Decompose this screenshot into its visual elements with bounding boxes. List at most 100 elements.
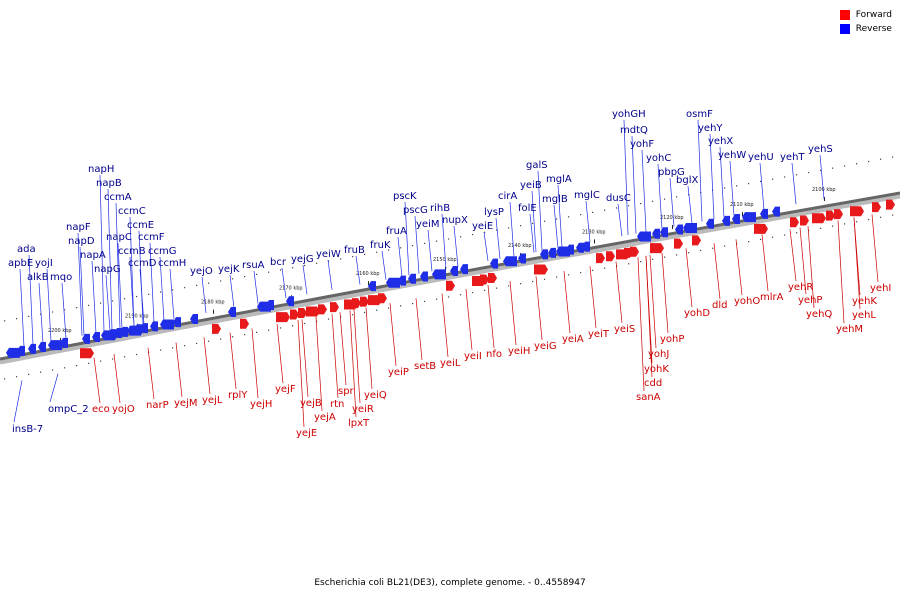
scale-dot bbox=[412, 245, 414, 247]
scale-dot bbox=[208, 340, 210, 342]
forward-gene-label: narP bbox=[146, 400, 169, 411]
scale-dot bbox=[472, 233, 474, 236]
scale-dot bbox=[532, 222, 534, 225]
scale-dot bbox=[808, 171, 810, 174]
forward-gene-label: yejF bbox=[275, 384, 296, 395]
reverse-gene-label: napH bbox=[88, 164, 114, 175]
scale-dot bbox=[100, 302, 102, 304]
forward-gene-label: yejB bbox=[300, 398, 322, 409]
forward-leader-line bbox=[251, 328, 259, 399]
reverse-leader-line bbox=[657, 163, 663, 229]
scale-dot bbox=[676, 196, 678, 198]
reverse-gene-feature bbox=[266, 299, 274, 310]
scale-dot bbox=[712, 247, 714, 249]
reverse-gene-feature bbox=[190, 313, 198, 324]
forward-leader-line bbox=[735, 239, 743, 296]
forward-leader-line bbox=[563, 270, 571, 334]
scale-dot bbox=[88, 304, 90, 306]
scale-dot bbox=[292, 325, 294, 327]
reverse-leader-line bbox=[355, 255, 361, 285]
reverse-gene-feature bbox=[706, 218, 714, 229]
reverse-leader-line bbox=[791, 162, 797, 205]
reverse-gene-label: nupX bbox=[442, 215, 468, 226]
reverse-gene-label: yehY bbox=[698, 123, 723, 134]
scale-dot bbox=[568, 274, 570, 276]
reverse-gene-label: ompC_2 bbox=[48, 404, 89, 415]
forward-gene-label: yejH bbox=[250, 399, 272, 410]
forward-leader-line bbox=[297, 320, 305, 428]
reverse-leader-line bbox=[281, 267, 287, 299]
scale-dot bbox=[628, 205, 630, 207]
scale-dot bbox=[256, 331, 258, 333]
reverse-leader-line bbox=[819, 154, 825, 200]
reverse-gene-label: ada bbox=[17, 244, 36, 255]
reverse-leader-line bbox=[553, 204, 559, 249]
forward-gene-label: yohK bbox=[644, 364, 669, 375]
scale-dot bbox=[16, 318, 18, 320]
reverse-gene-feature bbox=[108, 329, 116, 340]
reverse-gene-label: dusC bbox=[606, 193, 631, 204]
reverse-leader-line bbox=[414, 215, 420, 274]
reverse-gene-label: yeiB bbox=[520, 180, 542, 191]
reverse-leader-line bbox=[585, 200, 591, 243]
scale-dot bbox=[724, 245, 726, 247]
forward-gene-label: yohP bbox=[660, 334, 684, 345]
scale-dot bbox=[172, 289, 174, 291]
scale-dot bbox=[304, 264, 306, 267]
forward-gene-feature bbox=[378, 293, 387, 304]
scale-dot bbox=[880, 216, 882, 218]
scale-dot bbox=[400, 305, 402, 307]
scale-dot bbox=[832, 225, 834, 227]
reverse-gene-feature bbox=[420, 271, 428, 282]
scale-dot bbox=[580, 214, 582, 216]
scale-dot bbox=[28, 315, 30, 318]
scale-dot bbox=[844, 165, 846, 167]
reverse-gene-feature bbox=[48, 340, 62, 351]
scale-dot bbox=[580, 272, 582, 274]
scale-dot bbox=[760, 238, 762, 241]
reverse-gene-feature bbox=[140, 323, 148, 334]
reverse-gene-feature bbox=[432, 269, 446, 280]
forward-gene-feature bbox=[330, 302, 339, 313]
forward-leader-line bbox=[415, 298, 423, 361]
scale-dot bbox=[784, 234, 786, 236]
forward-gene-label: yehR bbox=[788, 282, 813, 293]
forward-gene-feature bbox=[630, 246, 639, 257]
reverse-gene-label: mglB bbox=[542, 194, 568, 205]
scale-dot bbox=[700, 249, 702, 252]
reverse-leader-line bbox=[201, 276, 207, 314]
forward-gene-feature bbox=[488, 272, 497, 283]
forward-gene-label: yehM bbox=[836, 324, 863, 335]
scale-tick bbox=[742, 212, 743, 217]
scale-dot bbox=[112, 300, 114, 302]
reverse-leader-line bbox=[709, 133, 715, 220]
scale-dot bbox=[844, 223, 846, 225]
scale-dot bbox=[184, 287, 186, 289]
reverse-gene-feature bbox=[518, 253, 526, 264]
forward-gene-feature bbox=[352, 298, 361, 309]
scale-dot bbox=[136, 353, 138, 356]
forward-leader-line bbox=[487, 284, 495, 349]
reverse-leader-line bbox=[759, 162, 765, 211]
forward-gene-label: yehI bbox=[870, 283, 891, 294]
scale-tick bbox=[60, 337, 61, 342]
forward-leader-line bbox=[315, 316, 323, 412]
forward-leader-line bbox=[203, 337, 211, 395]
reverse-gene-label: mglC bbox=[574, 190, 600, 201]
forward-leader-line bbox=[649, 255, 657, 349]
scale-dot bbox=[388, 307, 390, 309]
scale-label: 2190 kbp bbox=[125, 314, 149, 320]
forward-leader-line bbox=[349, 310, 357, 418]
forward-gene-label: spr bbox=[338, 386, 355, 397]
scale-dot bbox=[556, 218, 558, 220]
scale-dot bbox=[64, 309, 66, 311]
reverse-gene-label: yohGH bbox=[612, 109, 646, 120]
scale-dot bbox=[364, 311, 366, 314]
forward-gene-feature bbox=[606, 251, 615, 262]
scale-dot bbox=[208, 282, 210, 284]
scale-dot bbox=[592, 211, 594, 214]
forward-gene-feature bbox=[318, 304, 327, 315]
scale-dot bbox=[268, 329, 270, 331]
forward-gene-label: rplY bbox=[228, 390, 248, 401]
reverse-gene-feature bbox=[286, 296, 294, 307]
